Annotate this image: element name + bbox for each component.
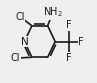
Text: Cl: Cl: [11, 53, 20, 63]
Text: N: N: [21, 37, 28, 46]
Text: F: F: [78, 37, 84, 46]
Text: F: F: [66, 53, 72, 63]
Text: NH$_2$: NH$_2$: [43, 5, 63, 19]
Text: F: F: [66, 20, 72, 30]
Text: Cl: Cl: [15, 12, 25, 22]
